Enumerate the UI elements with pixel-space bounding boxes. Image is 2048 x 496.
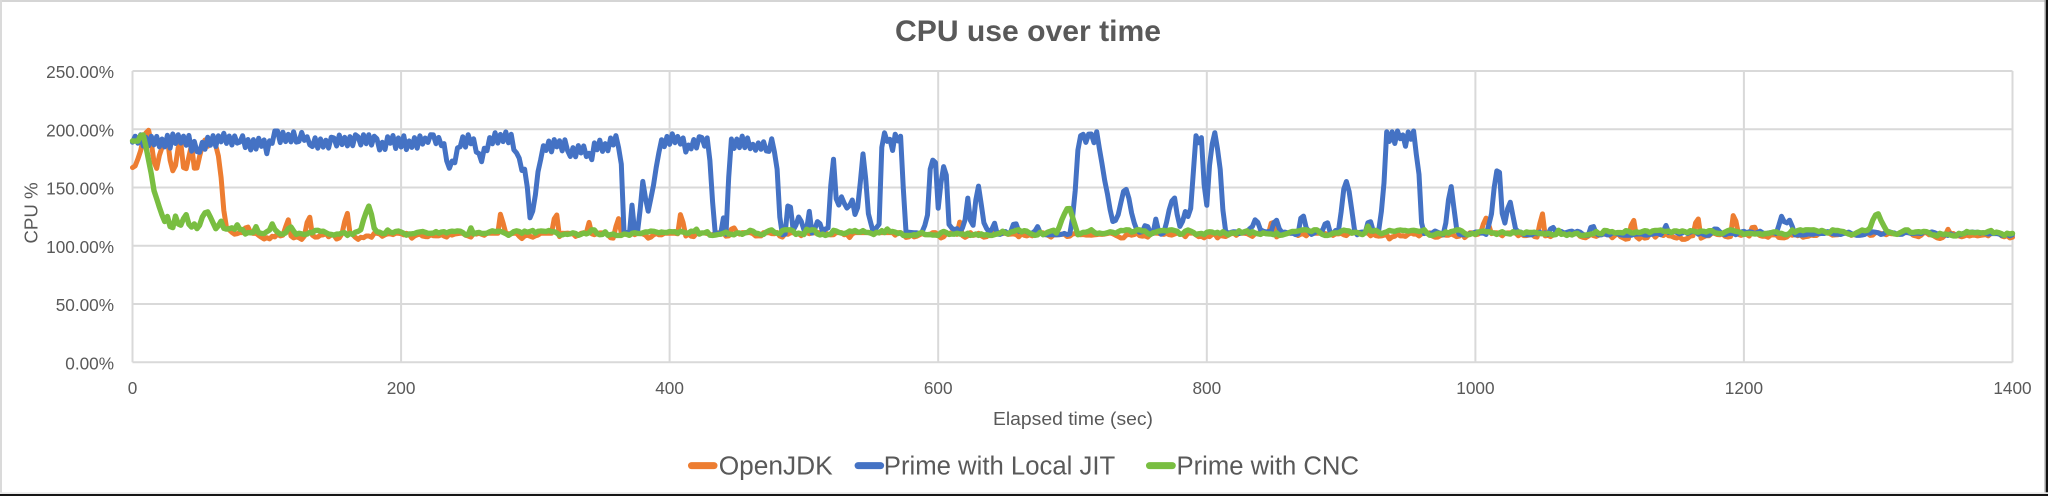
svg-text:200.00%: 200.00% xyxy=(46,120,114,140)
svg-text:200: 200 xyxy=(387,378,416,398)
svg-text:1200: 1200 xyxy=(1725,378,1763,398)
svg-text:CPU %: CPU % xyxy=(21,182,42,243)
svg-text:800: 800 xyxy=(1192,378,1221,398)
svg-text:0.00%: 0.00% xyxy=(65,353,114,373)
svg-text:Elapsed time (sec): Elapsed time (sec) xyxy=(993,408,1153,429)
svg-text:250.00%: 250.00% xyxy=(46,62,114,82)
svg-text:600: 600 xyxy=(924,378,953,398)
svg-text:Prime with CNC: Prime with CNC xyxy=(1177,451,1360,481)
svg-text:OpenJDK: OpenJDK xyxy=(719,451,833,481)
svg-text:50.00%: 50.00% xyxy=(56,295,114,315)
svg-text:CPU use over time: CPU use over time xyxy=(895,15,1161,48)
svg-text:100.00%: 100.00% xyxy=(46,237,114,257)
svg-text:Prime with Local JIT: Prime with Local JIT xyxy=(884,451,1115,481)
svg-text:150.00%: 150.00% xyxy=(46,179,114,199)
svg-text:1400: 1400 xyxy=(1993,378,2031,398)
svg-text:0: 0 xyxy=(128,378,138,398)
svg-text:400: 400 xyxy=(655,378,684,398)
svg-text:1000: 1000 xyxy=(1456,378,1494,398)
